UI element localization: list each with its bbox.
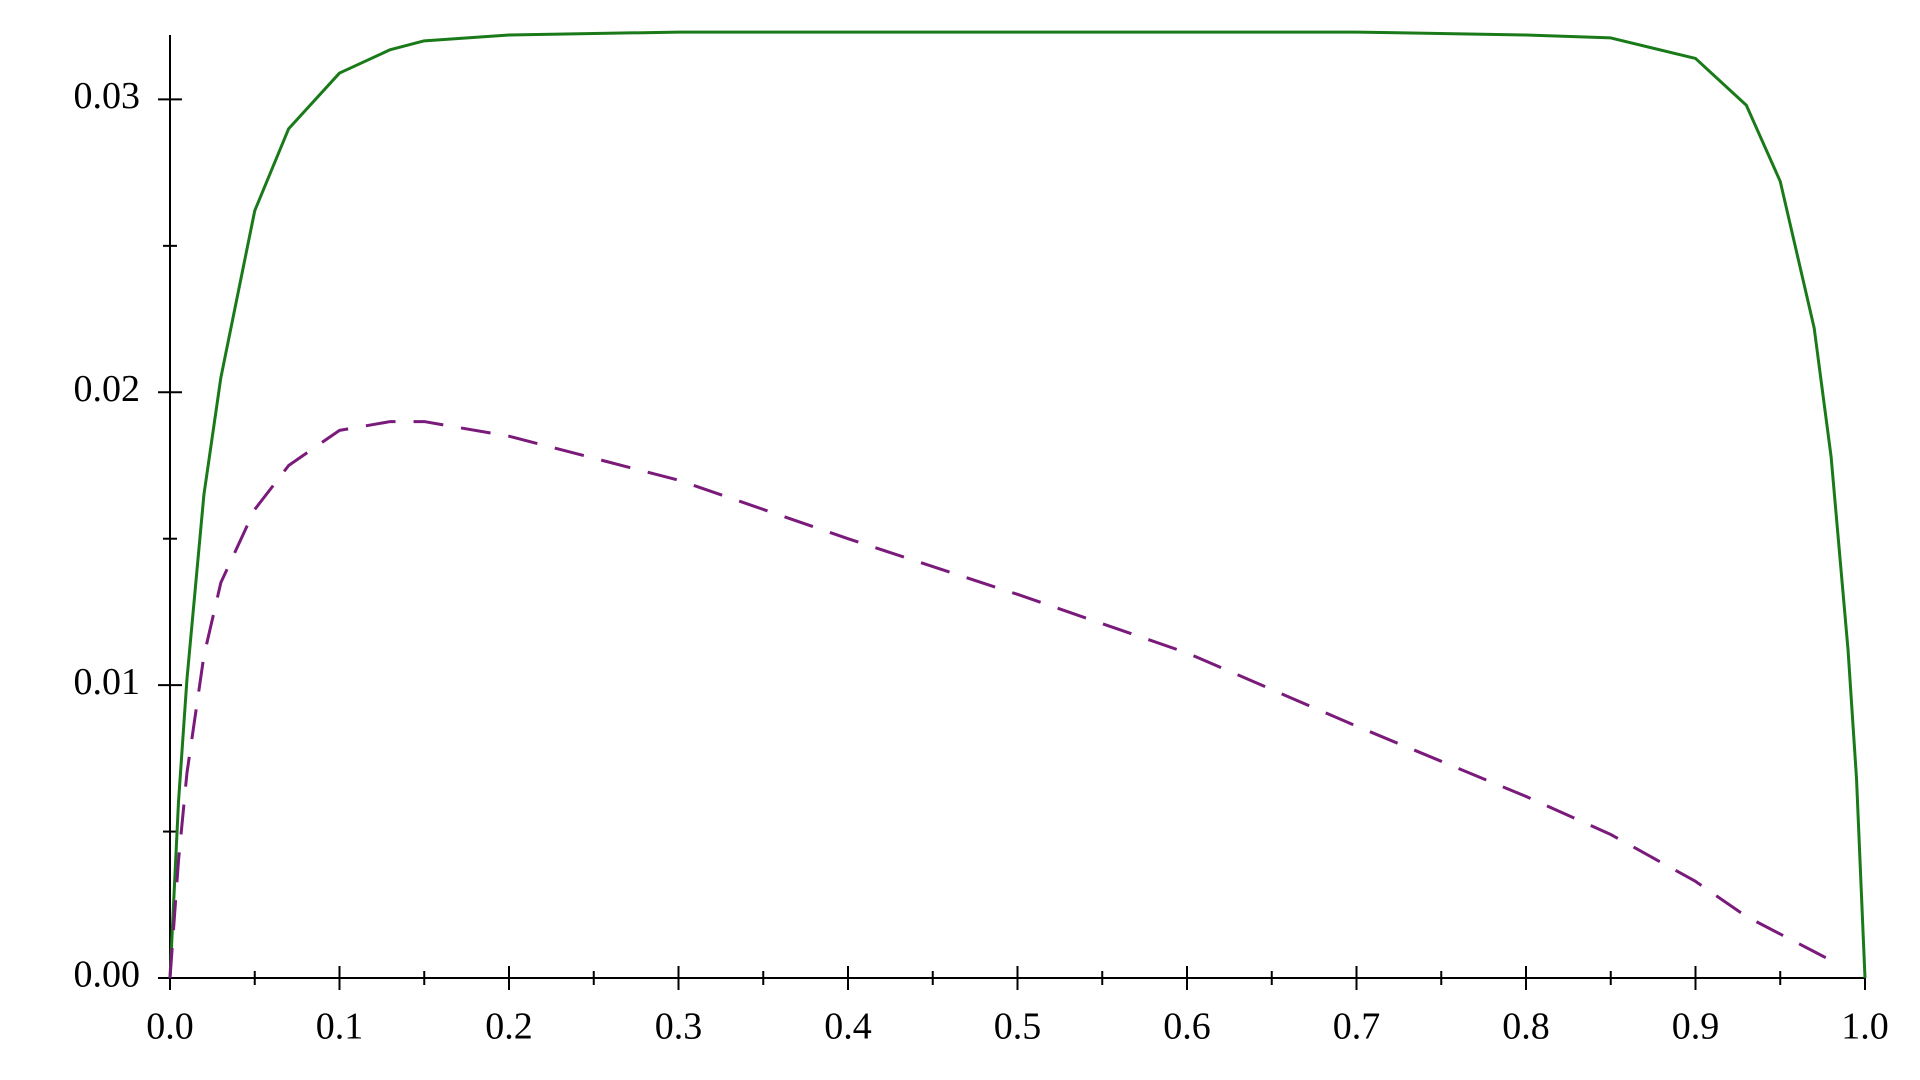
x-tick-label: 0.1 — [316, 1006, 364, 1048]
x-tick-label: 0.6 — [1163, 1006, 1211, 1048]
x-tick-label: 0.0 — [146, 1006, 194, 1048]
x-tick-label: 1.0 — [1841, 1006, 1889, 1048]
x-tick-label: 0.5 — [994, 1006, 1042, 1048]
x-tick-label: 0.9 — [1672, 1006, 1720, 1048]
data-line — [168, 420, 1832, 979]
y-tick-label: 0.03 — [74, 75, 141, 117]
y-tick-label: 0.01 — [74, 661, 141, 703]
y-tick-label: 0.00 — [74, 954, 141, 996]
x-tick-label: 0.8 — [1502, 1006, 1550, 1048]
x-tick-label: 0.3 — [655, 1006, 703, 1048]
x-tick-label: 0.2 — [485, 1006, 533, 1048]
y-tick-label: 0.02 — [74, 368, 141, 410]
x-tick-label: 0.7 — [1333, 1006, 1381, 1048]
x-tick-label: 0.4 — [824, 1006, 872, 1048]
data-line — [168, 30, 1867, 979]
